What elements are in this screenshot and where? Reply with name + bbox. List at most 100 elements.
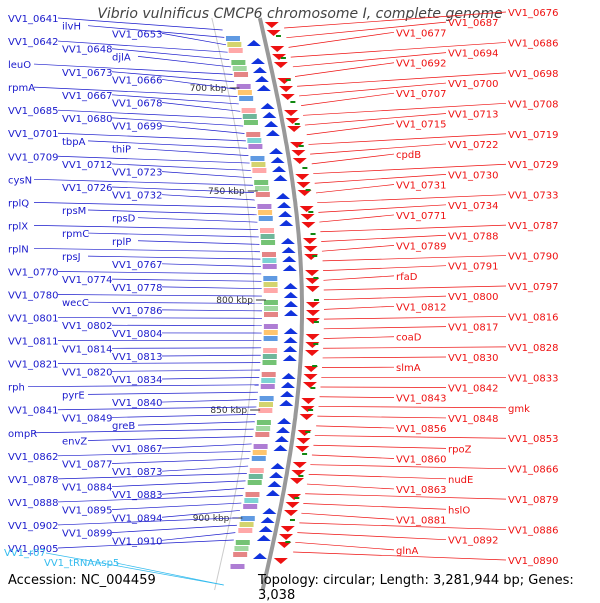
reverse-gene-arrow: [283, 346, 297, 352]
reverse-gene-arrow: [253, 553, 267, 559]
left-connector: [58, 18, 223, 30]
feature-block: [250, 468, 264, 473]
forward-gene-arrow: [281, 94, 295, 100]
right-connector: [303, 503, 446, 509]
right-gene-label: VV1_0797: [508, 282, 559, 293]
forward-gene-arrow: [303, 238, 317, 244]
feature-block: [263, 354, 277, 359]
right-gene-label: VV1_0790: [508, 252, 559, 263]
right-gene-label: VV1_0713: [448, 109, 499, 120]
left-gene-label: rph: [8, 383, 25, 394]
feature-block: [242, 108, 256, 113]
accession-label: Accession: NC_004459: [8, 573, 156, 588]
left-connector: [162, 400, 257, 402]
right-gene-label: VV1_0830: [448, 353, 499, 364]
reverse-gene-arrow: [251, 58, 265, 64]
right-connector: [320, 397, 394, 398]
feature-block: [255, 432, 269, 437]
reverse-gene-arrow: [268, 481, 282, 487]
right-gene-label: VV1_0828: [508, 343, 559, 354]
feature-block: [260, 228, 274, 233]
feature-block: [261, 378, 275, 383]
left-connector: [88, 437, 253, 441]
reverse-gene-arrow: [273, 175, 287, 181]
right-gene-label: glnA: [396, 546, 418, 557]
right-connector: [323, 256, 506, 261]
right-gene-label: VV1_0791: [448, 262, 499, 273]
left-gene-label: VV1_0653: [112, 29, 163, 40]
reverse-gene-arrow: [284, 310, 298, 316]
feature-block: [255, 186, 269, 191]
left-connector: [162, 355, 261, 356]
left-gene-label: VV1_0910: [112, 536, 163, 547]
right-connector: [307, 484, 394, 489]
reverse-gene-arrow: [284, 337, 298, 343]
reverse-gene-arrow: [261, 517, 275, 523]
left-gene-label: VV1_0786: [112, 306, 163, 317]
right-gene-label: VV1_0707: [396, 89, 447, 100]
feature-block: [236, 540, 250, 545]
right-gene-label: hslO: [448, 505, 470, 516]
left-gene-label: VV1_0641: [8, 14, 59, 25]
left-gene-label: VV1_0726: [62, 183, 113, 194]
right-gene-label: VV1_0890: [508, 556, 559, 567]
left-gene-label: VV1_0732: [112, 191, 163, 202]
right-gene-label: VV1_0733: [508, 191, 559, 202]
feature-block: [264, 300, 278, 305]
reverse-gene-arrow: [253, 67, 267, 73]
left-gene-label: VV1_0780: [8, 291, 59, 302]
reverse-gene-arrow: [282, 256, 296, 262]
reverse-gene-arrow: [284, 292, 298, 298]
reverse-gene-arrow: [247, 40, 261, 46]
left-connector: [112, 481, 246, 487]
forward-gene-arrow: [304, 374, 318, 380]
feature-block: [258, 408, 272, 413]
forward-gene-arrow: [304, 246, 318, 252]
left-gene-label: VV1_0678: [112, 98, 163, 109]
feature-block: [254, 444, 268, 449]
reverse-gene-arrow: [282, 373, 296, 379]
forward-gene-arrow: [305, 270, 319, 276]
feature-block: [251, 162, 265, 167]
forward-gene-arrow: [300, 414, 314, 420]
right-gene-label: VV1_0698: [508, 69, 559, 80]
feature-block: [230, 564, 244, 569]
left-gene-label: VV1_0642: [8, 37, 59, 48]
reverse-gene-arrow: [283, 355, 297, 361]
reverse-gene-arrow: [276, 427, 290, 433]
right-connector: [323, 347, 506, 348]
right-gene-label: VV1_0730: [448, 170, 499, 181]
left-gene-label: VV1_0709: [8, 152, 59, 163]
left-connector: [162, 172, 252, 178]
forward-gene-arrow: [295, 174, 309, 180]
right-gene-label: VV1_0892: [448, 536, 499, 547]
left-gene-label: greB: [112, 421, 135, 432]
feature-block: [264, 312, 278, 317]
forward-gene-arrow: [284, 510, 298, 516]
left-connector: [58, 271, 261, 273]
reverse-gene-arrow: [259, 526, 273, 532]
reverse-gene-arrow: [281, 382, 295, 388]
right-connector: [309, 474, 446, 478]
right-gene-label: VV1_0729: [508, 160, 559, 171]
left-gene-label: VV1_0840: [112, 398, 163, 409]
reverse-gene-arrow: [278, 211, 292, 217]
left-gene-label: VV1_0648: [62, 45, 113, 56]
feature-block: [261, 384, 275, 389]
feature-block: [256, 192, 270, 197]
right-connector: [323, 276, 394, 280]
reverse-gene-arrow: [255, 76, 269, 82]
feature-block: [252, 168, 266, 173]
feature-block: [248, 480, 262, 485]
left-gene-label: rplQ: [8, 198, 29, 209]
reverse-gene-arrow: [279, 400, 293, 406]
left-connector: [162, 264, 261, 267]
left-gene-label: VV1_0680: [62, 114, 113, 125]
left-connector: [162, 377, 259, 379]
right-connector: [319, 215, 394, 222]
left-connector: [162, 466, 248, 471]
rna-gene-label: VV1_tRNAAsp5: [44, 558, 119, 569]
left-connector: [162, 126, 245, 134]
right-gene-label: VV1_0788: [448, 231, 499, 242]
feature-block: [259, 216, 273, 221]
